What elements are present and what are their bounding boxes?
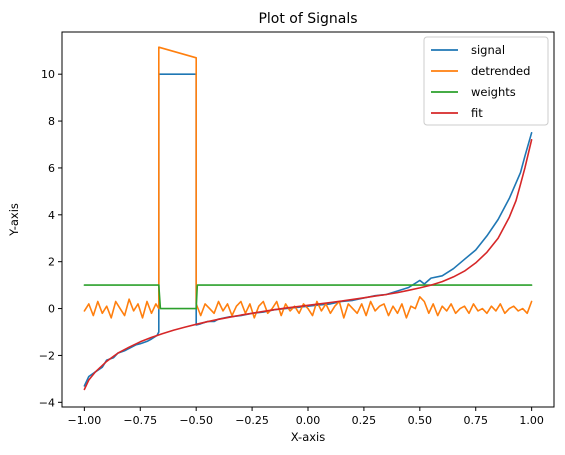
y-tick-label: 10 — [41, 68, 55, 81]
y-tick-label: −2 — [39, 349, 55, 362]
legend-label-weights: weights — [471, 85, 516, 99]
series-line-detrended — [83, 46, 533, 319]
y-tick-label: −4 — [39, 396, 55, 409]
series-line-weights — [83, 284, 533, 310]
legend-label-signal: signal — [471, 43, 505, 57]
y-tick-label: 6 — [48, 162, 55, 175]
y-axis-title: Y-axis — [7, 203, 21, 237]
x-tick-label: 0.25 — [352, 414, 377, 427]
x-tick-label: −0.75 — [123, 414, 157, 427]
legend-box — [423, 36, 549, 126]
x-axis-title: X-axis — [291, 430, 326, 444]
y-axis-ticks: −4 −2 0 2 4 6 8 10 — [39, 68, 62, 409]
x-tick-label: −0.25 — [235, 414, 269, 427]
x-tick-label: −1.00 — [68, 414, 102, 427]
y-tick-label: 4 — [48, 209, 55, 222]
y-tick-label: 8 — [48, 115, 55, 128]
chart-title: Plot of Signals — [258, 11, 357, 27]
x-axis-ticks: −1.00 −0.75 −0.50 −0.25 0.00 0.25 0.50 0.75 1.00 — [68, 407, 544, 427]
y-tick-label: 0 — [48, 303, 55, 316]
x-tick-label: 1.00 — [519, 414, 544, 427]
x-tick-label: 0.50 — [408, 414, 433, 427]
series-layer — [83, 46, 533, 391]
x-tick-label: 0.00 — [296, 414, 321, 427]
series-line-fit — [83, 139, 533, 391]
legend: signal detrended weights fit — [423, 36, 549, 126]
y-tick-label: 2 — [48, 256, 55, 269]
legend-label-detrended: detrended — [471, 64, 530, 78]
legend-label-fit: fit — [471, 106, 483, 120]
x-tick-label: 0.75 — [463, 414, 488, 427]
x-tick-label: −0.50 — [179, 414, 213, 427]
